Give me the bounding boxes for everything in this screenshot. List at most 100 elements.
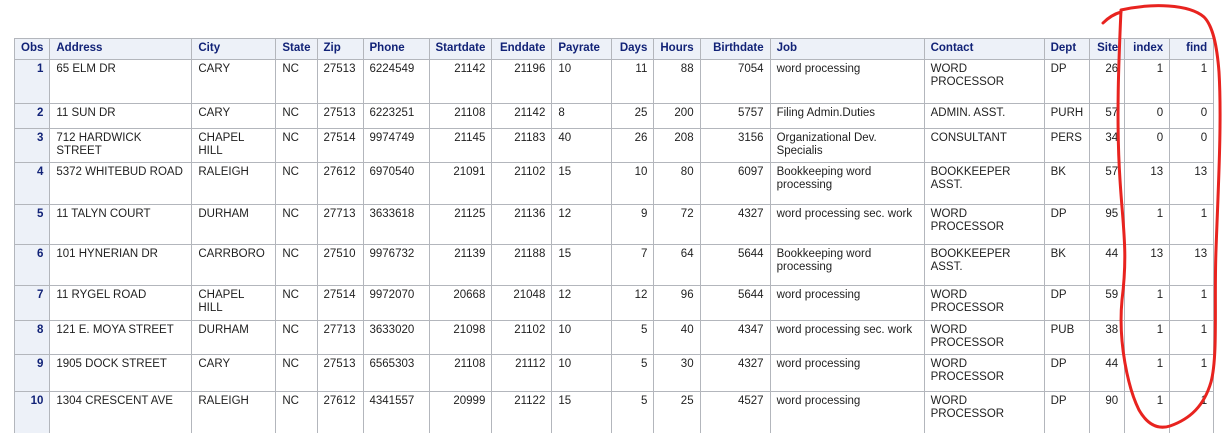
cell-find: 1	[1169, 320, 1215, 355]
cell-birthdate: 5644	[699, 285, 771, 321]
cell-city: CARRBORO	[191, 244, 277, 286]
cell-index: 1	[1124, 391, 1171, 433]
cell-dept: PERS	[1043, 128, 1091, 163]
cell-birthdate: 4347	[699, 320, 771, 355]
cell-payrate: 12	[551, 285, 613, 321]
cell-dept: PUB	[1043, 320, 1091, 355]
table-body: 1 65 ELM DR CARY NC 27513 6224549 21142 21196 10…	[13, 59, 1215, 433]
cell-city: RALEIGH	[191, 162, 277, 205]
cell-enddate: 21196	[491, 59, 553, 104]
column-header-hours: Hours	[653, 38, 701, 60]
cell-find: 1	[1169, 391, 1215, 433]
cell-phone: 3633618	[362, 204, 430, 245]
table-row: 5 11 TALYN COURT DURHAM NC 27713 3633618 21125…	[13, 204, 1215, 245]
column-header-enddate: Enddate	[491, 38, 553, 60]
cell-phone: 6970540	[362, 162, 430, 205]
cell-index: 13	[1124, 244, 1171, 286]
cell-job: word processing	[769, 285, 925, 321]
cell-phone: 3633020	[362, 320, 430, 355]
cell-zip: 27510	[316, 244, 364, 286]
column-header-state: State	[275, 38, 318, 60]
table-row: 4 5372 WHITEBUD ROAD RALEIGH NC 27612 6970540…	[13, 162, 1215, 205]
cell-days: 12	[611, 285, 655, 321]
cell-index: 1	[1124, 285, 1171, 321]
cell-startdate: 21091	[428, 162, 493, 205]
cell-job: word processing	[769, 391, 925, 433]
cell-address: 1905 DOCK STREET	[49, 354, 193, 392]
cell-enddate: 21188	[491, 244, 553, 286]
cell-index: 1	[1124, 59, 1171, 104]
column-header-zip: Zip	[316, 38, 364, 60]
cell-startdate: 21098	[428, 320, 493, 355]
column-header-site: Site	[1089, 38, 1126, 60]
cell-hours: 40	[653, 320, 701, 355]
cell-phone: 9976732	[362, 244, 430, 286]
cell-hours: 30	[653, 354, 701, 392]
cell-city: CHAPEL HILL	[191, 128, 277, 163]
column-header-index: index	[1124, 38, 1171, 60]
cell-job: word processing	[769, 59, 925, 104]
cell-address: 11 RYGEL ROAD	[49, 285, 193, 321]
cell-state: NC	[275, 204, 318, 245]
cell-payrate: 8	[551, 103, 613, 129]
cell-address: 101 HYNERIAN DR	[49, 244, 193, 286]
output-table-container: Obs Address City State Zip Phone Startdate Endd…	[13, 38, 1215, 433]
cell-dept: DP	[1043, 204, 1091, 245]
obs-row-header: 4	[13, 162, 51, 205]
column-header-birthdate: Birthdate	[699, 38, 771, 60]
cell-job: Bookkeeping word processing	[769, 244, 925, 286]
cell-address: 65 ELM DR	[49, 59, 193, 104]
cell-contact: WORD PROCESSOR	[923, 391, 1045, 433]
table-header-row: Obs Address City State Zip Phone Startdate Endd…	[13, 38, 1215, 60]
cell-contact: BOOKKEEPER ASST.	[923, 244, 1045, 286]
cell-find: 1	[1169, 285, 1215, 321]
cell-hours: 88	[653, 59, 701, 104]
table-header: Obs Address City State Zip Phone Startdate Endd…	[13, 38, 1215, 60]
cell-contact: ADMIN. ASST.	[923, 103, 1045, 129]
cell-site: 57	[1089, 162, 1126, 205]
cell-find: 13	[1169, 162, 1215, 205]
cell-find: 13	[1169, 244, 1215, 286]
cell-dept: DP	[1043, 354, 1091, 392]
obs-row-header: 5	[13, 204, 51, 245]
cell-phone: 9972070	[362, 285, 430, 321]
cell-enddate: 21102	[491, 162, 553, 205]
column-header-address: Address	[49, 38, 193, 60]
cell-days: 11	[611, 59, 655, 104]
cell-state: NC	[275, 244, 318, 286]
obs-row-header: 7	[13, 285, 51, 321]
table-row: 8 121 E. MOYA STREET DURHAM NC 27713 3633020 2…	[13, 320, 1215, 355]
table-row: 7 11 RYGEL ROAD CHAPEL HILL NC 27514 9972070 2…	[13, 285, 1215, 321]
table-row: 1 65 ELM DR CARY NC 27513 6224549 21142 21196 10…	[13, 59, 1215, 104]
cell-index: 1	[1124, 320, 1171, 355]
cell-birthdate: 7054	[699, 59, 771, 104]
cell-contact: WORD PROCESSOR	[923, 285, 1045, 321]
cell-site: 57	[1089, 103, 1126, 129]
cell-zip: 27513	[316, 103, 364, 129]
cell-days: 9	[611, 204, 655, 245]
cell-find: 0	[1169, 103, 1215, 129]
column-header-obs: Obs	[13, 38, 51, 60]
cell-days: 7	[611, 244, 655, 286]
cell-days: 26	[611, 128, 655, 163]
cell-startdate: 20999	[428, 391, 493, 433]
cell-job: word processing sec. work	[769, 320, 925, 355]
cell-contact: WORD PROCESSOR	[923, 354, 1045, 392]
cell-hours: 200	[653, 103, 701, 129]
cell-address: 11 SUN DR	[49, 103, 193, 129]
cell-contact: WORD PROCESSOR	[923, 204, 1045, 245]
cell-zip: 27513	[316, 59, 364, 104]
cell-job: Filing Admin.Duties	[769, 103, 925, 129]
table-row: 10 1304 CRESCENT AVE RALEIGH NC 27612 4341557…	[13, 391, 1215, 433]
cell-payrate: 12	[551, 204, 613, 245]
cell-phone: 4341557	[362, 391, 430, 433]
cell-city: RALEIGH	[191, 391, 277, 433]
cell-enddate: 21102	[491, 320, 553, 355]
cell-payrate: 10	[551, 320, 613, 355]
cell-address: 712 HARDWICK STREET	[49, 128, 193, 163]
cell-index: 13	[1124, 162, 1171, 205]
cell-zip: 27612	[316, 391, 364, 433]
cell-site: 34	[1089, 128, 1126, 163]
cell-startdate: 21145	[428, 128, 493, 163]
cell-state: NC	[275, 59, 318, 104]
